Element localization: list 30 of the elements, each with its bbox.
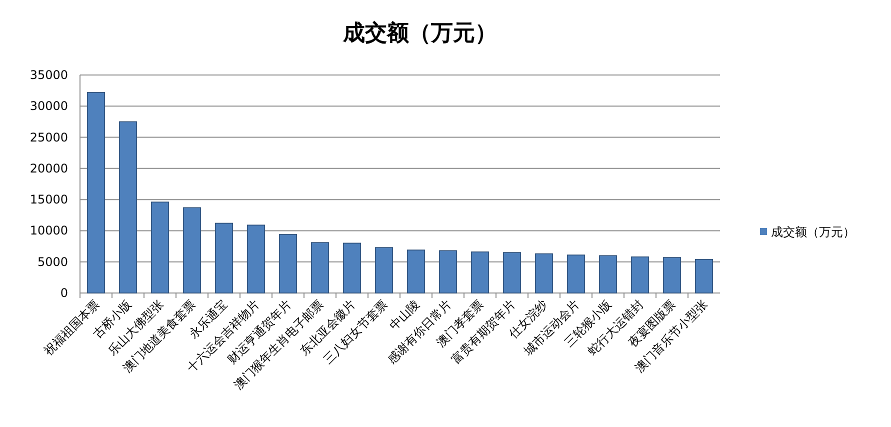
y-tick-label: 35000 <box>30 68 68 82</box>
bar <box>694 258 714 294</box>
y-tick-label: 0 <box>60 286 68 300</box>
bar <box>278 234 298 294</box>
bar <box>310 242 330 294</box>
bar <box>534 253 554 294</box>
bar <box>86 92 106 294</box>
bar <box>630 256 650 294</box>
bar <box>438 250 458 294</box>
bar <box>182 207 202 294</box>
bar <box>598 255 618 294</box>
bar <box>374 247 394 294</box>
bar <box>150 202 170 294</box>
bar <box>214 222 234 294</box>
bar <box>406 250 426 294</box>
bar <box>502 252 522 294</box>
y-tick-label: 15000 <box>30 192 68 207</box>
bar <box>470 251 490 294</box>
legend-label: 成交额（万元） <box>771 225 855 239</box>
bar <box>118 121 138 294</box>
chart-title: 成交额（万元） <box>342 20 497 46</box>
y-tick-label: 10000 <box>30 224 68 238</box>
y-tick-label: 20000 <box>30 161 68 176</box>
y-tick-label: 5000 <box>37 254 68 269</box>
bar <box>662 257 682 294</box>
y-tick-label: 25000 <box>30 130 68 144</box>
bar <box>246 224 266 294</box>
bar <box>566 254 586 294</box>
y-tick-label: 30000 <box>30 99 68 114</box>
bar <box>342 242 362 294</box>
